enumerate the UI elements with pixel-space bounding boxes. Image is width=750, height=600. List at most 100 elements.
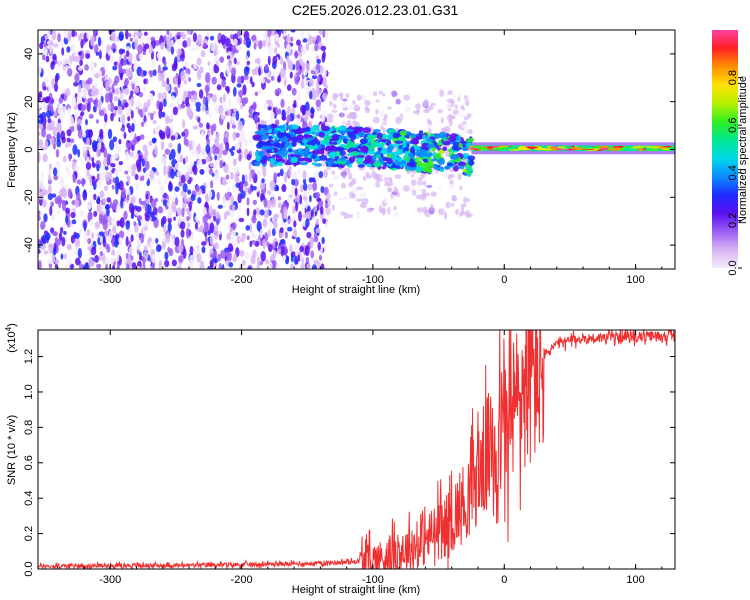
faint-blob (352, 99, 356, 105)
noise-blob (65, 263, 69, 269)
noise-blob (86, 102, 91, 113)
noise-blob (304, 101, 310, 112)
signal-blob (275, 154, 283, 162)
noise-blob (78, 228, 83, 236)
faint-blob (364, 99, 371, 107)
signal-blob (452, 141, 459, 147)
noise-blob (147, 204, 152, 215)
noise-blob (266, 199, 272, 210)
faint-blob (331, 170, 336, 175)
noise-blob (322, 218, 327, 224)
noise-blob (99, 246, 105, 251)
noise-blob (236, 83, 242, 88)
noise-blob (131, 170, 136, 177)
signal-blob (421, 142, 431, 150)
noise-blob (156, 51, 161, 60)
noise-blob (62, 188, 68, 199)
noise-blob (318, 30, 323, 36)
noise-blob (48, 83, 52, 93)
noise-blob (283, 206, 288, 218)
noise-blob (110, 163, 116, 168)
noise-blob (105, 80, 110, 92)
faint-blob (361, 94, 367, 101)
noise-blob (41, 54, 46, 61)
signal-blob (299, 149, 306, 156)
noise-blob (118, 180, 124, 191)
signal-blob (257, 130, 265, 136)
noise-blob (288, 165, 292, 171)
noise-blob (91, 68, 95, 78)
noise-blob (233, 239, 238, 248)
noise-blob (114, 140, 119, 149)
noise-blob (205, 165, 210, 173)
noise-blob (182, 119, 186, 129)
noise-blob (43, 213, 48, 223)
noise-blob (228, 261, 234, 268)
noise-blob (300, 262, 305, 269)
noise-blob (140, 174, 145, 182)
signal-blob (439, 168, 444, 172)
noise-blob (108, 171, 113, 180)
noise-blob (62, 155, 67, 163)
noise-blob (88, 113, 94, 119)
signal-blob (434, 133, 441, 140)
noise-blob (170, 102, 175, 108)
noise-blob (128, 33, 132, 38)
noise-blob (164, 259, 170, 268)
noise-blob (186, 37, 192, 48)
noise-blob (166, 30, 170, 36)
tone-blob (593, 146, 601, 149)
noise-blob (279, 168, 284, 177)
faint-blob (387, 186, 392, 193)
noise-blob (149, 241, 154, 250)
noise-blob (313, 259, 319, 265)
signal-blob (407, 152, 415, 159)
noise-blob (67, 188, 72, 199)
noise-blob (66, 137, 71, 143)
faint-blob (465, 210, 471, 218)
faint-blob (347, 214, 354, 219)
colorbar-tick-label: 0.4 (727, 165, 739, 180)
noise-blob (232, 131, 237, 141)
noise-blob (112, 177, 116, 184)
noise-blob (197, 143, 201, 154)
noise-blob (158, 129, 164, 138)
faint-blob (449, 114, 456, 120)
noise-blob (284, 221, 290, 229)
noise-blob (65, 207, 70, 214)
noise-blob (269, 179, 276, 191)
noise-blob (243, 139, 249, 147)
faint-blob (350, 111, 358, 120)
noise-blob (50, 215, 56, 221)
noise-blob (197, 116, 201, 123)
noise-blob (213, 50, 218, 57)
noise-blob (305, 42, 310, 51)
noise-blob (301, 45, 307, 55)
noise-blob (213, 172, 219, 181)
noise-blob (199, 260, 205, 269)
faint-blob (356, 198, 363, 202)
noise-blob (48, 174, 52, 182)
noise-blob (322, 78, 327, 86)
noise-blob (266, 241, 270, 247)
noise-blob (212, 159, 218, 170)
noise-blob (289, 71, 293, 79)
faint-blob (438, 186, 442, 191)
faint-blob (383, 196, 388, 204)
tone-blob (541, 145, 548, 149)
noise-blob (145, 37, 151, 45)
faint-blob (332, 103, 337, 109)
noise-blob (201, 206, 207, 215)
faint-blob (463, 116, 469, 121)
noise-blob (96, 202, 102, 213)
signal-blob (427, 162, 434, 169)
noise-blob (161, 216, 167, 225)
snr-ytick-label: 0.2 (23, 526, 35, 541)
noise-blob (240, 104, 244, 110)
signal-blob (424, 152, 434, 157)
noise-blob (90, 90, 97, 97)
noise-blob (243, 74, 249, 81)
noise-blob (103, 185, 109, 191)
noise-blob (85, 53, 91, 59)
noise-blob (227, 108, 232, 116)
